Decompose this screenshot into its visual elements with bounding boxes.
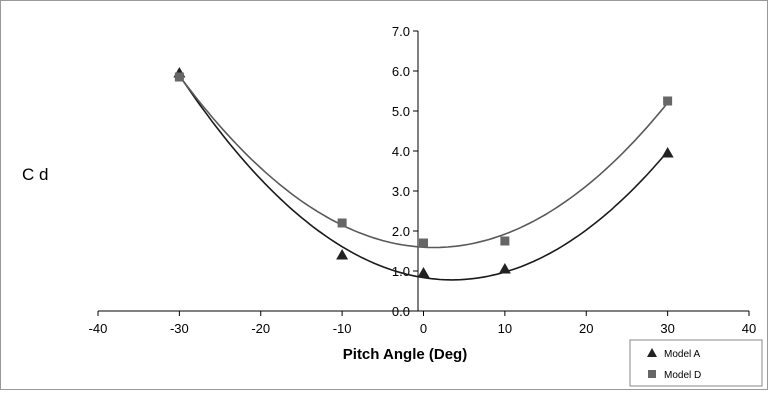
- data-point-model-d: [174, 72, 184, 82]
- data-points: [173, 67, 674, 278]
- y-tick-label: 4.0: [392, 144, 410, 159]
- data-point-model-a: [661, 147, 674, 158]
- y-tick-label: 5.0: [392, 104, 410, 119]
- data-point-model-d: [337, 218, 347, 228]
- legend-box: [629, 339, 763, 387]
- y-tick-label: 6.0: [392, 64, 410, 79]
- data-point-model-d: [663, 96, 673, 106]
- data-point-model-d: [500, 236, 510, 246]
- x-tick-label: -30: [170, 321, 189, 336]
- trendline-model-a: [178, 74, 669, 281]
- y-axis-title: C d: [22, 165, 48, 184]
- y-tick-labels: 0.0 1.0 2.0 3.0 4.0 5.0 6.0 7.0: [392, 24, 410, 319]
- x-tick-label: 20: [579, 321, 593, 336]
- x-tick-label: 40: [742, 321, 756, 336]
- data-point-model-a: [498, 263, 511, 274]
- x-tick-label: -20: [251, 321, 270, 336]
- x-tick-label: 30: [660, 321, 674, 336]
- legend-marker-square: [648, 370, 656, 378]
- axes: [97, 30, 750, 316]
- x-tick-label: 10: [498, 321, 512, 336]
- y-tick-label: 1.0: [392, 264, 410, 279]
- x-axis-title: Pitch Angle (Deg): [343, 346, 467, 363]
- data-point-model-a: [336, 249, 349, 260]
- x-tick-label: -10: [333, 321, 352, 336]
- legend: Model A Model D: [629, 339, 763, 387]
- x-tick-labels: -40 -30 -20 -10 0 10 20 30 40: [89, 321, 757, 336]
- data-point-model-a: [417, 267, 430, 278]
- x-tick-label: -40: [89, 321, 108, 336]
- legend-marker-triangle: [647, 348, 657, 357]
- x-tick-label: 0: [420, 321, 427, 336]
- y-tick-label: 3.0: [392, 184, 410, 199]
- y-tick-label: 2.0: [392, 224, 410, 239]
- legend-label: Model A: [664, 349, 700, 360]
- data-point-model-d: [419, 238, 428, 248]
- y-tick-label: 7.0: [392, 24, 410, 39]
- y-tick-label: 0.0: [392, 304, 410, 319]
- legend-label: Model D: [664, 370, 701, 381]
